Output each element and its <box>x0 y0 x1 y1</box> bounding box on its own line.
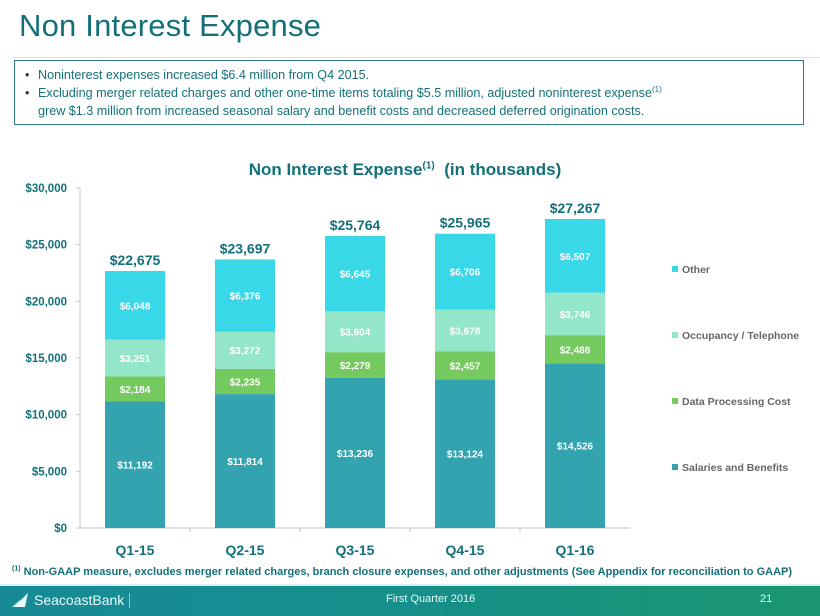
legend-label: Salaries and Benefits <box>682 462 788 474</box>
footnote: (1) Non-GAAP measure, excludes merger re… <box>12 565 793 578</box>
segment-value-label: $13,124 <box>447 450 484 461</box>
brand-name: SeacoastBank <box>34 592 125 608</box>
segment-value-label: $3,604 <box>340 328 371 339</box>
bar-total-label: $25,965 <box>440 215 491 231</box>
legend-swatch <box>672 464 678 470</box>
segment-value-label: $13,236 <box>337 449 374 460</box>
summary-bullets: • Noninterest expenses increased $6.4 mi… <box>23 66 795 120</box>
segment-value-label: $3,251 <box>120 354 151 365</box>
bullet-icon: • <box>25 86 30 100</box>
bar-segment <box>105 339 165 377</box>
page-number: 21 <box>760 593 773 605</box>
legend-label: Occupancy / Telephone <box>682 330 799 342</box>
y-tick-label: $0 <box>54 523 67 535</box>
bar-segment <box>215 368 275 395</box>
chart-title-suffix: (in thousands) <box>444 160 562 179</box>
legend-swatch <box>672 332 678 338</box>
segment-value-label: $6,706 <box>450 268 481 279</box>
bar-segment <box>545 292 605 336</box>
sail-logo-icon <box>12 593 28 607</box>
footnote-text: Non-GAAP measure, excludes merger relate… <box>23 566 793 578</box>
segment-value-label: $14,526 <box>557 442 594 453</box>
legend-label: Data Processing Cost <box>682 396 791 408</box>
bar-segment <box>545 363 605 528</box>
bar-total-label: $22,675 <box>110 252 161 268</box>
segment-value-label: $2,457 <box>450 361 481 372</box>
title-divider <box>13 57 820 58</box>
bar-total-label: $25,764 <box>330 217 381 233</box>
y-tick-label: $30,000 <box>25 183 67 195</box>
x-tick-label: Q2-15 <box>226 542 265 558</box>
chart-title-footnote-ref: (1) <box>422 160 435 172</box>
page-title: Non Interest Expense <box>19 8 322 43</box>
brand: SeacoastBank <box>12 592 131 608</box>
bar-segment <box>325 311 385 353</box>
segment-value-label: $3,746 <box>560 310 591 321</box>
chart-title: Non Interest Expense(1) (in thousands) <box>0 160 700 180</box>
bar-segment <box>545 335 605 364</box>
segment-value-label: $6,507 <box>560 252 591 263</box>
segment-value-label: $11,814 <box>227 457 263 468</box>
segment-value-label: $6,048 <box>120 301 151 312</box>
legend-swatch <box>672 398 678 404</box>
x-tick-label: Q3-15 <box>336 542 375 558</box>
bullet-text-continuation: grew $1.3 million from increased seasona… <box>38 104 645 118</box>
footer-bar: SeacoastBank First Quarter 2016 21 <box>0 584 820 616</box>
chart-title-main: Non Interest Expense <box>248 160 423 179</box>
x-tick-label: Q1-16 <box>556 542 595 558</box>
y-tick-label: $5,000 <box>32 466 67 478</box>
segment-value-label: $2,235 <box>230 377 261 388</box>
bar-segment <box>325 236 385 312</box>
bar-segment <box>105 376 165 402</box>
segment-value-label: $2,488 <box>560 345 591 356</box>
bar-segment <box>325 377 385 528</box>
x-tick-label: Q1-15 <box>116 542 155 558</box>
bar-segment <box>545 218 605 293</box>
stacked-bar-chart: $0 $5,000 $10,000 $15,000 $20,000 $25,000 $30,… <box>25 183 799 558</box>
y-tick-label: $10,000 <box>25 410 67 422</box>
summary-bullet: • Excluding merger related charges and o… <box>23 84 795 120</box>
bar-segment <box>435 379 495 528</box>
segment-value-label: $6,376 <box>230 292 261 303</box>
segment-value-label: $11,192 <box>117 461 153 472</box>
bar-segment <box>215 394 275 528</box>
brand-separator <box>129 592 131 608</box>
bar-segment <box>435 309 495 352</box>
summary-bullet: • Noninterest expenses increased $6.4 mi… <box>23 66 795 84</box>
bar-segment <box>105 271 165 340</box>
footnote-ref: (1) <box>651 84 662 94</box>
bar-segment <box>325 352 385 378</box>
bar-segment <box>435 351 495 380</box>
bullet-text: Excluding merger related charges and oth… <box>38 86 652 100</box>
legend-swatch <box>672 266 678 272</box>
legend-label: Other <box>682 264 710 276</box>
footnote-marker: (1) <box>12 565 21 573</box>
segment-value-label: $2,279 <box>340 361 371 372</box>
bar-segment <box>215 259 275 332</box>
footer-quarter: First Quarter 2016 <box>386 593 476 605</box>
segment-value-label: $2,184 <box>120 385 151 396</box>
bar-segment <box>105 401 165 528</box>
bar-segment <box>215 331 275 369</box>
y-tick-label: $20,000 <box>25 296 67 308</box>
bar-segment <box>435 233 495 310</box>
y-tick-label: $15,000 <box>25 353 67 365</box>
bullet-icon: • <box>25 68 30 82</box>
bar-total-label: $27,267 <box>550 200 601 216</box>
bullet-text: Noninterest expenses increased $6.4 mill… <box>38 68 370 82</box>
segment-value-label: $6,645 <box>340 270 371 281</box>
segment-value-label: $3,678 <box>450 327 481 338</box>
summary-box: • Noninterest expenses increased $6.4 mi… <box>14 60 804 125</box>
y-tick-label: $25,000 <box>25 240 67 252</box>
segment-value-label: $3,272 <box>230 346 261 357</box>
bar-total-label: $23,697 <box>220 240 271 256</box>
x-tick-label: Q4-15 <box>446 542 485 558</box>
